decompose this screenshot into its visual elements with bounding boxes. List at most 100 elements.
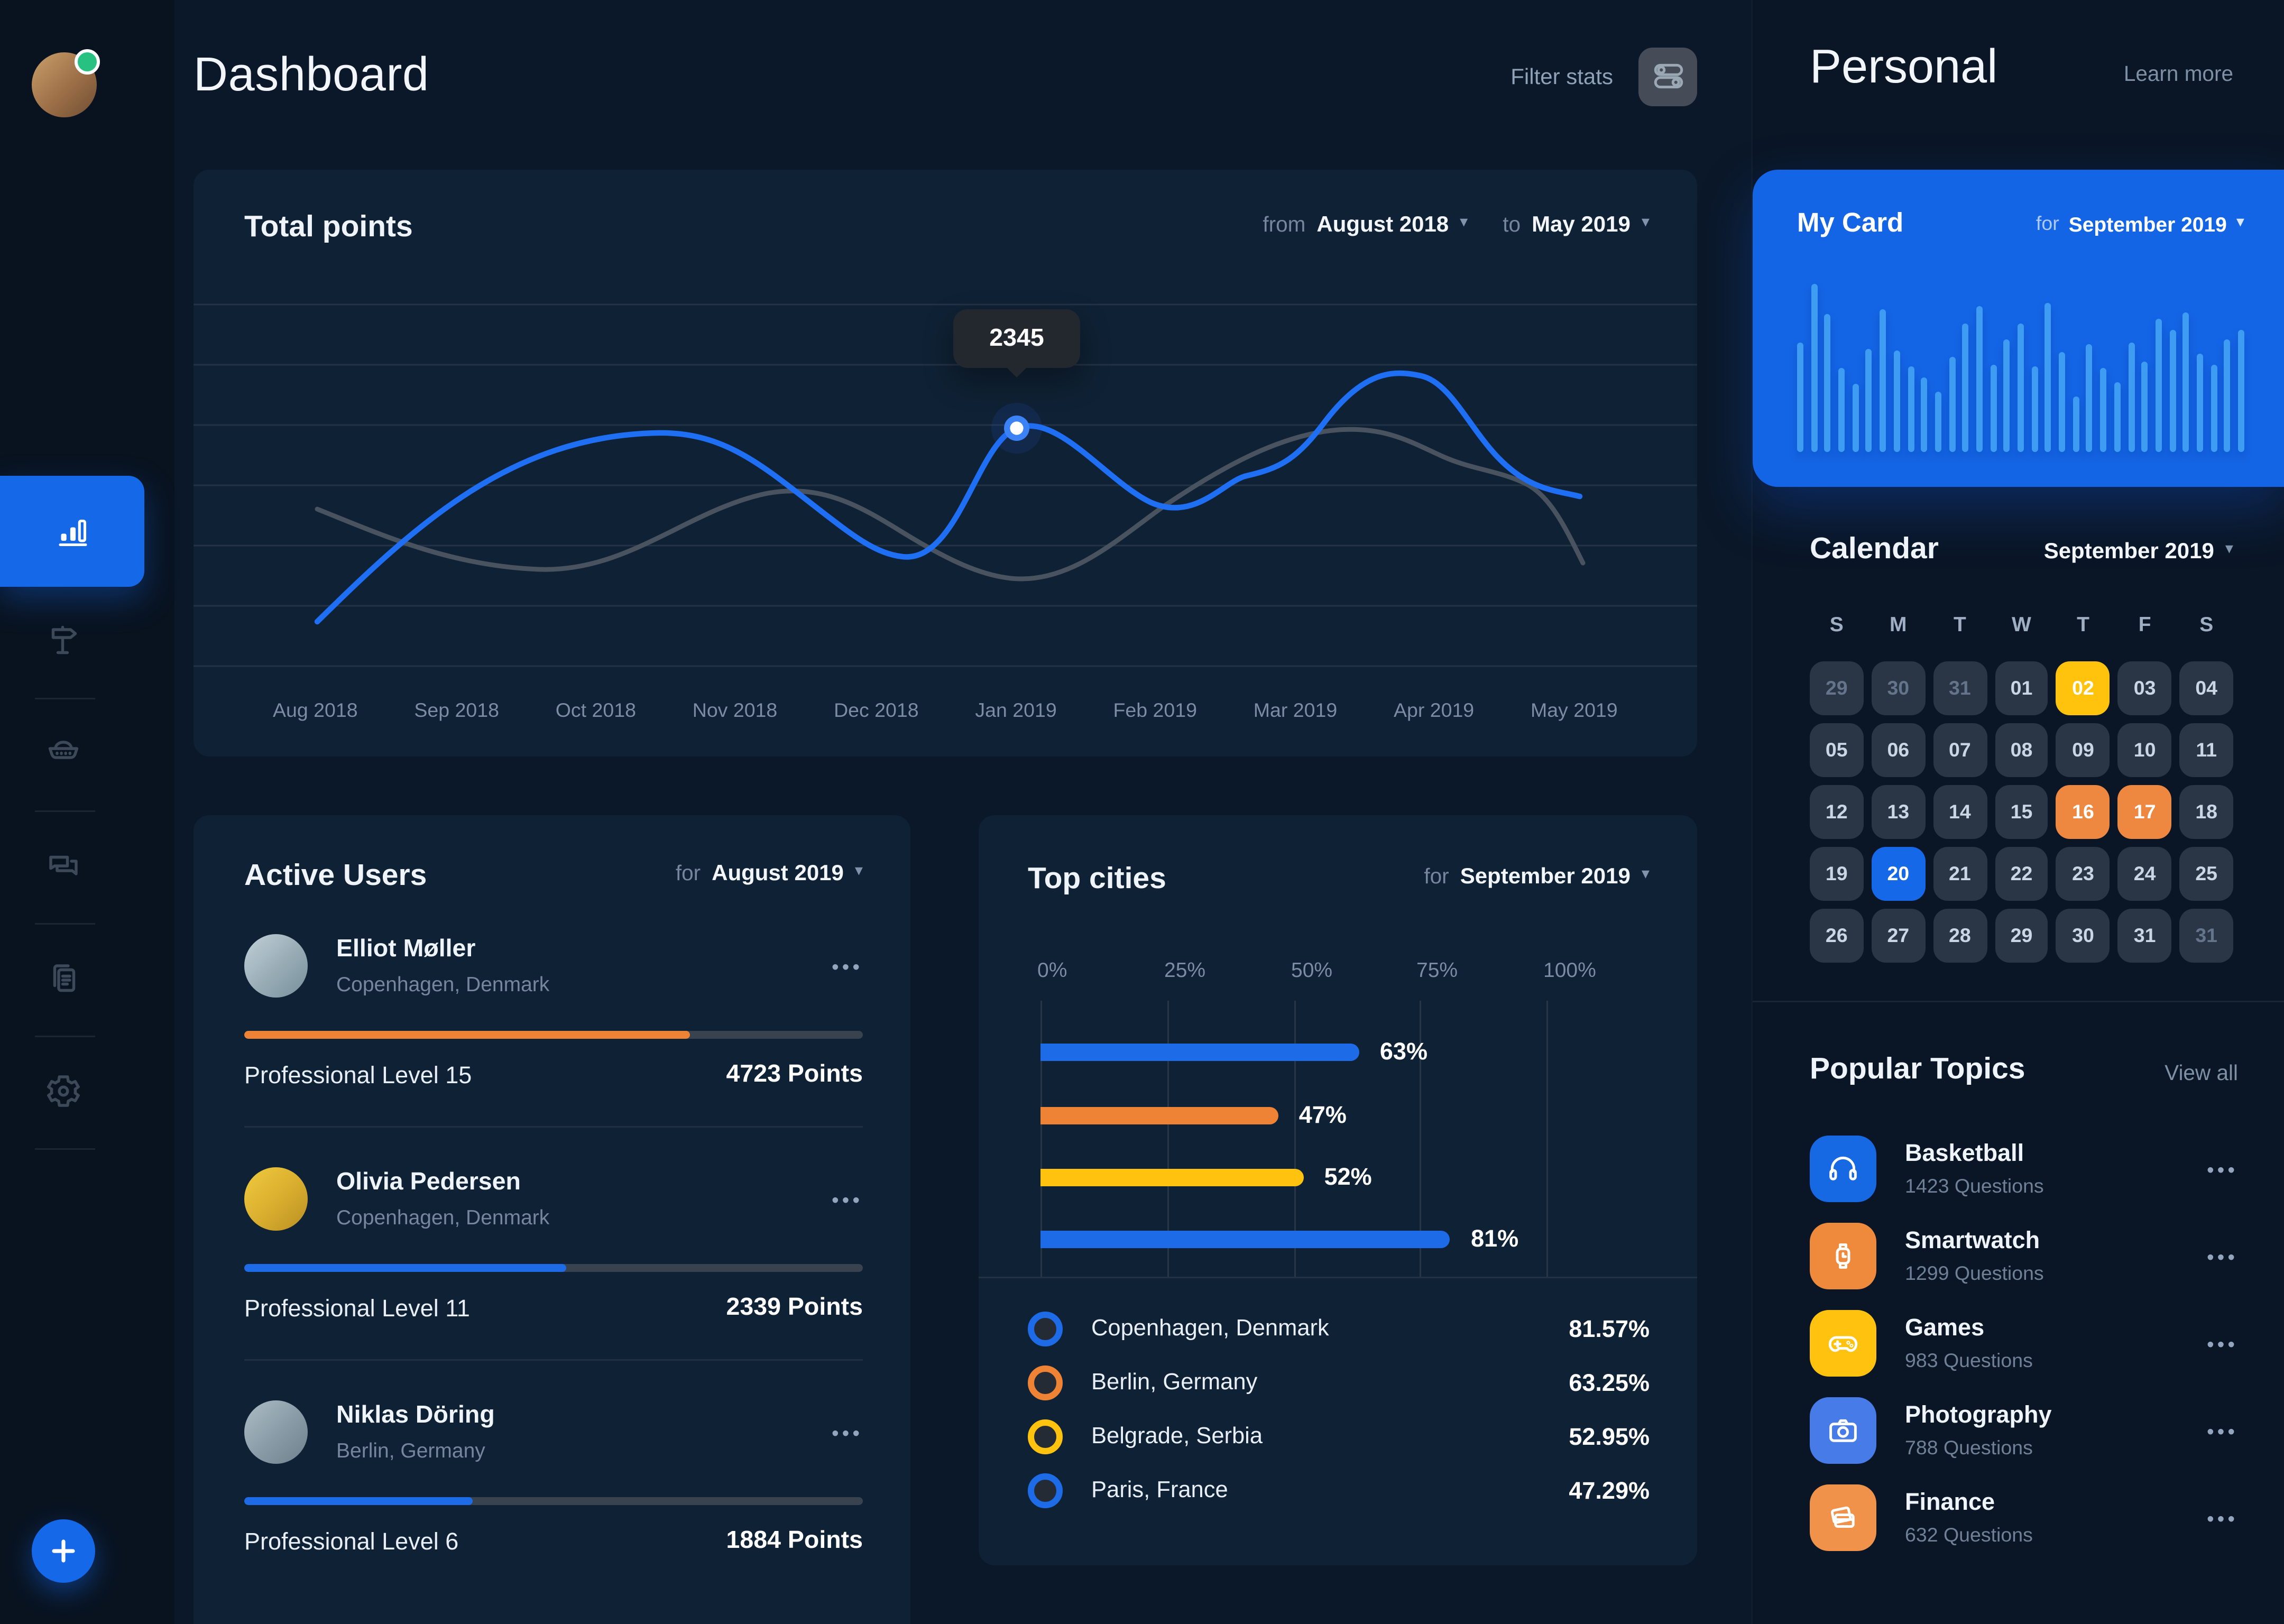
- bar-value: 63%: [1379, 1039, 1428, 1066]
- camera-icon: [1826, 1413, 1861, 1448]
- view-all-link[interactable]: View all: [2165, 1061, 2238, 1085]
- signpost-icon: [44, 622, 82, 660]
- my-card-bar: [2210, 365, 2217, 452]
- topic-row-games[interactable]: Games 983 Questions: [1810, 1310, 2238, 1377]
- calendar-day[interactable]: 29: [1810, 661, 1864, 715]
- my-card-bar: [1976, 306, 1983, 452]
- topic-name: Finance: [1905, 1489, 1995, 1516]
- topic-row-finance[interactable]: Finance 632 Questions: [1810, 1484, 2238, 1551]
- more-menu-icon[interactable]: [2207, 1246, 2238, 1267]
- topic-questions: 632 Questions: [1905, 1524, 2033, 1546]
- my-card-bar: [1880, 310, 1886, 452]
- calendar-day[interactable]: 10: [2117, 723, 2172, 777]
- calendar-day[interactable]: 07: [1933, 723, 1987, 777]
- my-card-bar: [2196, 354, 2203, 452]
- learn-more-link[interactable]: Learn more: [2123, 62, 2233, 86]
- calendar-day[interactable]: 15: [1994, 785, 2049, 839]
- calendar-day[interactable]: 31: [2179, 909, 2233, 963]
- filter-stats-button[interactable]: [1638, 47, 1697, 106]
- sidebar-item-achievements[interactable]: [44, 622, 82, 660]
- calendar-day[interactable]: 23: [2056, 847, 2110, 901]
- calendar-day-headers: S M T W T F S: [1810, 612, 2233, 636]
- add-button[interactable]: [32, 1519, 95, 1583]
- legend-city: Belgrade, Serbia: [1091, 1424, 1263, 1450]
- more-menu-icon[interactable]: [832, 1189, 863, 1210]
- topic-tile: [1810, 1397, 1876, 1464]
- calendar-day[interactable]: 06: [1871, 723, 1926, 777]
- gridline: [1294, 1001, 1296, 1277]
- sidebar-item-shop[interactable]: [44, 734, 82, 772]
- basket-icon: [44, 734, 82, 772]
- calendar-day[interactable]: 16: [2056, 785, 2110, 839]
- calendar-day[interactable]: 02: [2056, 661, 2110, 715]
- calendar-day[interactable]: 21: [1933, 847, 1987, 901]
- legend-pct: 47.29%: [1569, 1477, 1650, 1505]
- sidebar: [0, 0, 174, 1624]
- my-card-bar-chart: [1797, 274, 2244, 452]
- more-menu-icon[interactable]: [832, 1422, 863, 1443]
- calendar-period-dropdown[interactable]: September 2019: [2044, 538, 2233, 563]
- my-card: My Card for September 2019: [1753, 170, 2284, 487]
- progress-bar: [244, 1031, 863, 1039]
- calendar-day[interactable]: 30: [2056, 909, 2110, 963]
- period-value: September 2019: [2068, 211, 2227, 236]
- calendar-day[interactable]: 05: [1810, 723, 1864, 777]
- active-users-period-dropdown[interactable]: for August 2019: [676, 860, 863, 885]
- calendar-day[interactable]: 29: [1994, 909, 2049, 963]
- chat-icon: [44, 847, 82, 885]
- more-menu-icon[interactable]: [2207, 1508, 2238, 1528]
- calendar-day[interactable]: 11: [2179, 723, 2233, 777]
- user-avatar[interactable]: [32, 49, 100, 117]
- calendar-day[interactable]: 18: [2179, 785, 2233, 839]
- sidebar-divider: [35, 698, 95, 699]
- topic-row-photography[interactable]: Photography 788 Questions: [1810, 1397, 2238, 1464]
- calendar-day[interactable]: 27: [1871, 909, 1926, 963]
- calendar-day[interactable]: 26: [1810, 909, 1864, 963]
- more-menu-icon[interactable]: [832, 956, 863, 976]
- calendar-day[interactable]: 28: [1933, 909, 1987, 963]
- calendar-day[interactable]: 12: [1810, 785, 1864, 839]
- chevron-down-icon: [2236, 216, 2244, 232]
- calendar-day[interactable]: 01: [1994, 661, 2049, 715]
- sidebar-item-messages[interactable]: [44, 847, 82, 885]
- calendar-day[interactable]: 03: [2117, 661, 2172, 715]
- calendar-day[interactable]: 22: [1994, 847, 2049, 901]
- sidebar-item-documents[interactable]: [44, 959, 82, 998]
- legend-city: Berlin, Germany: [1091, 1370, 1258, 1396]
- user-row: Elliot Møller Copenhagen, Denmark Profes…: [244, 894, 863, 1128]
- chart-tooltip: 2345: [953, 309, 1080, 368]
- top-cities-period-dropdown[interactable]: for September 2019: [1424, 863, 1650, 888]
- to-period-dropdown[interactable]: to May 2019: [1503, 211, 1650, 236]
- calendar-day[interactable]: 17: [2117, 785, 2172, 839]
- legend-ring-icon: [1028, 1419, 1063, 1454]
- more-menu-icon[interactable]: [2207, 1333, 2238, 1354]
- to-value: May 2019: [1532, 211, 1631, 236]
- topic-row-smartwatch[interactable]: Smartwatch 1299 Questions: [1810, 1223, 2238, 1289]
- calendar-day[interactable]: 08: [1994, 723, 2049, 777]
- calendar-day[interactable]: 13: [1871, 785, 1926, 839]
- calendar-day[interactable]: 14: [1933, 785, 1987, 839]
- calendar-day[interactable]: 04: [2179, 661, 2233, 715]
- active-users-card: Active Users for August 2019 Elliot Møll…: [194, 815, 910, 1624]
- calendar-day[interactable]: 30: [1871, 661, 1926, 715]
- calendar-day[interactable]: 31: [2117, 909, 2172, 963]
- calendar-day[interactable]: 31: [1933, 661, 1987, 715]
- bar-row: 63%: [1040, 1039, 1428, 1066]
- calendar-day[interactable]: 19: [1810, 847, 1864, 901]
- sidebar-divider: [35, 810, 95, 812]
- calendar-day[interactable]: 25: [2179, 847, 2233, 901]
- calendar-day[interactable]: 24: [2117, 847, 2172, 901]
- calendar-day[interactable]: 09: [2056, 723, 2110, 777]
- more-menu-icon[interactable]: [2207, 1420, 2238, 1441]
- calendar-section: Calendar September 2019 S M T W T F S 29…: [1810, 533, 2233, 963]
- from-period-dropdown[interactable]: from August 2018: [1263, 211, 1468, 236]
- my-card-period-dropdown[interactable]: for September 2019: [2036, 212, 2244, 236]
- sidebar-item-statistics[interactable]: [0, 476, 144, 587]
- gridline: [1040, 1001, 1042, 1277]
- topic-name: Photography: [1905, 1402, 2052, 1429]
- more-menu-icon[interactable]: [2207, 1159, 2238, 1179]
- topic-row-basketball[interactable]: Basketball 1423 Questions: [1810, 1136, 2238, 1202]
- sidebar-item-settings[interactable]: [44, 1072, 82, 1110]
- calendar-day[interactable]: 20: [1871, 847, 1926, 901]
- day-header: M: [1890, 612, 1907, 636]
